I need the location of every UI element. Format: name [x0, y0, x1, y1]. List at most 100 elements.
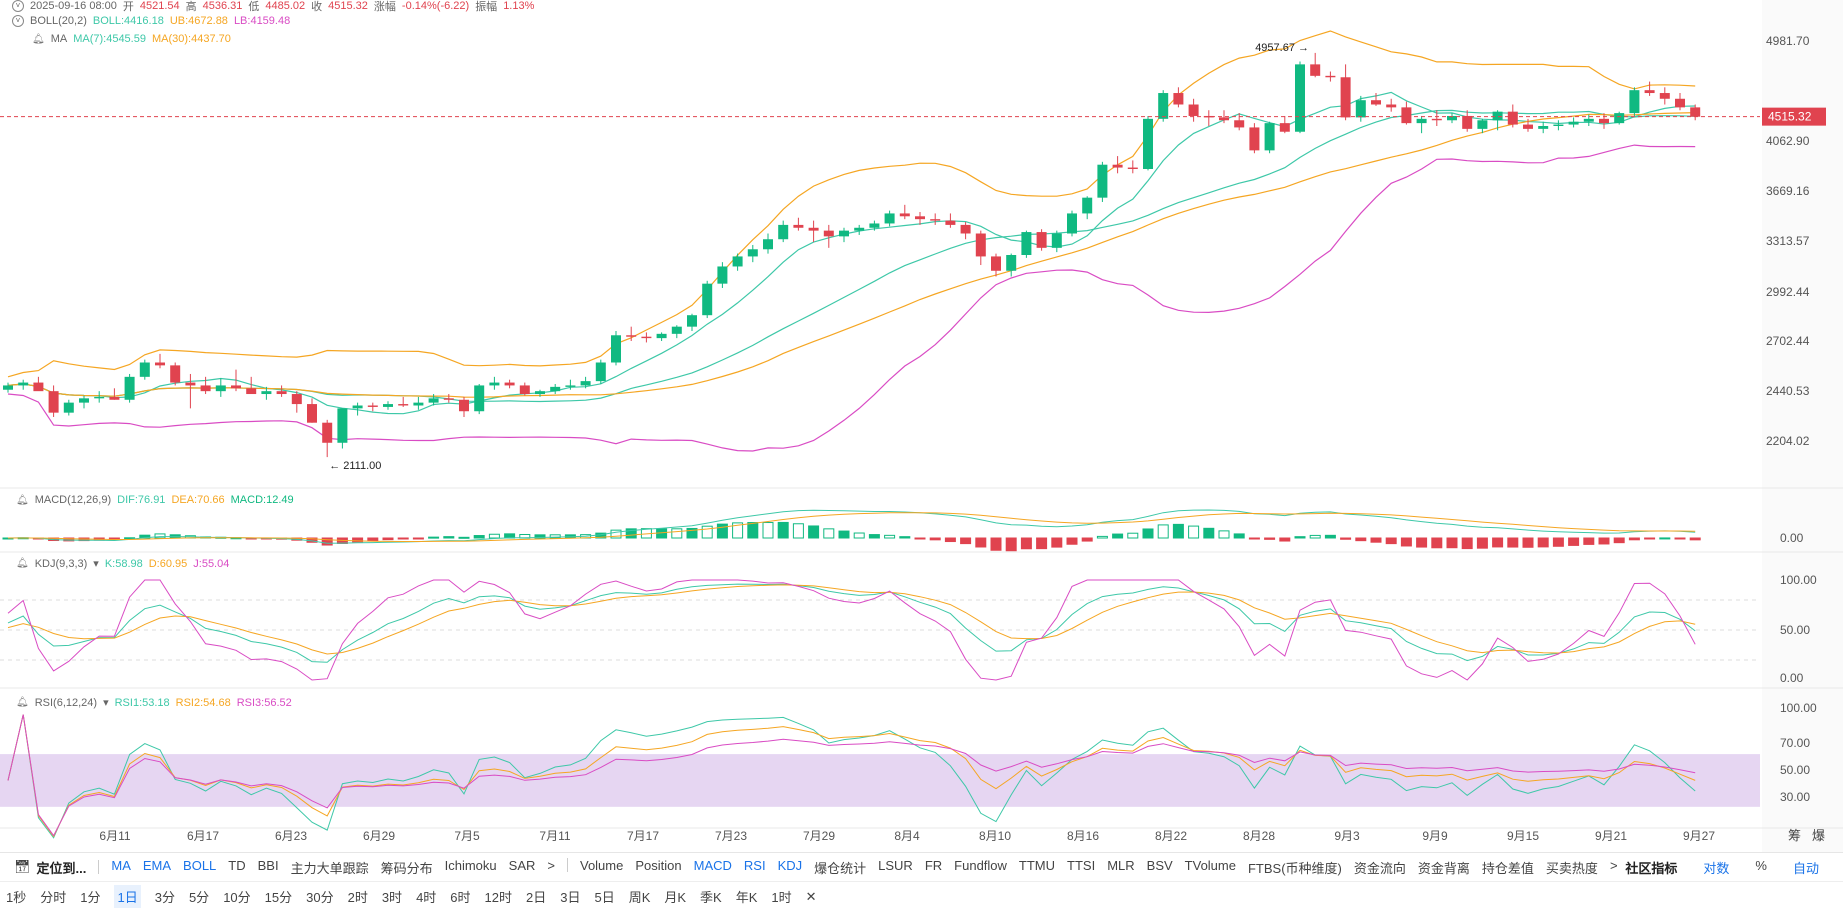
interval-14[interactable]: 2日 [526, 890, 547, 905]
candle-body [48, 391, 59, 413]
log-scale-button[interactable]: 对数 [1703, 860, 1730, 876]
macd-bar [1400, 537, 1412, 547]
indicator-13[interactable]: RSI [743, 857, 766, 873]
indicator-4[interactable]: BBI [257, 857, 279, 873]
bell-icon[interactable]: 🔔︎ [16, 697, 29, 708]
indicator-24[interactable]: FTBS(币种维度) [1247, 860, 1342, 876]
indicator-23[interactable]: TVolume [1184, 857, 1236, 873]
indicator-29[interactable]: > [1609, 857, 1618, 873]
collapse-icon[interactable]: ˅ [12, 0, 24, 12]
macd-bar [747, 522, 759, 539]
interval-8[interactable]: 30分 [306, 890, 334, 905]
bell-icon[interactable]: 🔔︎ [16, 494, 29, 506]
macd-bar [1294, 536, 1306, 539]
macd-bar [458, 536, 470, 539]
candle-body [671, 326, 682, 334]
indicator-20[interactable]: TTSI [1067, 857, 1096, 873]
candle-body [261, 391, 272, 395]
indicator-22[interactable]: BSV [1146, 857, 1173, 873]
interval-toolbar: 1秒 分时 1分 1日 3分 5分 10分 15分 30分 2时 3时 4时 6时 12时 2日 3日 5日 周K… [0, 882, 1843, 911]
x-axis-tick: 9月15 [1507, 829, 1539, 843]
interval-9[interactable]: 2时 [347, 890, 368, 905]
indicator-25[interactable]: 资金流向 [1353, 860, 1406, 876]
interval-18[interactable]: 月K [664, 890, 687, 905]
bell-icon[interactable]: 🔔︎ [32, 33, 45, 45]
interval-12[interactable]: 6时 [450, 890, 471, 905]
rsi-band [0, 754, 1760, 807]
interval-21[interactable]: 1时 [771, 890, 792, 905]
macd-bar [944, 537, 956, 543]
kdj-j-line [7, 579, 1696, 681]
locate-button[interactable]: 定位到... [36, 860, 87, 876]
indicator-2[interactable]: BOLL [183, 857, 217, 873]
bell-icon[interactable]: 🔔︎ [16, 558, 29, 569]
interval-20[interactable]: 年K [735, 890, 758, 905]
indicator-9[interactable]: > [547, 857, 555, 873]
candle-body [1264, 123, 1275, 151]
macd-bar [1188, 525, 1200, 539]
candle-body [1416, 118, 1427, 124]
macd-bar [1476, 537, 1488, 549]
indicator-26[interactable]: 资金背离 [1417, 860, 1470, 876]
candle-body [33, 382, 44, 392]
dropdown-icon[interactable]: ▾ [93, 558, 99, 570]
indicator-16[interactable]: LSUR [878, 857, 913, 873]
indicator-0[interactable]: MA [111, 857, 131, 873]
interval-6[interactable]: 10分 [223, 890, 251, 905]
interval-16[interactable]: 5日 [594, 890, 615, 905]
interval-17[interactable]: 周K [628, 890, 651, 905]
x-axis-tick: 8月16 [1067, 829, 1099, 843]
current-price-tag [1762, 107, 1826, 126]
indicator-12[interactable]: MACD [693, 857, 732, 873]
indicator-5[interactable]: 主力大单跟踪 [290, 860, 369, 876]
interval-1[interactable]: 分时 [40, 890, 67, 905]
macd-bar [1081, 537, 1093, 542]
indicator-18[interactable]: Fundflow [954, 857, 1007, 873]
interval-15[interactable]: 3日 [560, 890, 581, 905]
interval-19[interactable]: 季K [700, 890, 722, 905]
x-axis-tick: 9月9 [1422, 829, 1448, 843]
community-indicators-button[interactable]: 社区指标 [1625, 860, 1678, 876]
indicator-15[interactable]: 爆仓统计 [814, 860, 867, 876]
indicator-11[interactable]: Position [635, 857, 682, 873]
indicator-19[interactable]: TTMU [1018, 857, 1056, 873]
collapse-icon[interactable]: ˅ [12, 15, 24, 27]
candle-body [580, 381, 591, 386]
indicator-17[interactable]: FR [924, 857, 943, 873]
x-axis-tick: 6月23 [275, 829, 307, 843]
candle-body [489, 382, 500, 386]
rsi-axis-tick: 100.00 [1780, 701, 1817, 715]
indicator-21[interactable]: MLR [1107, 857, 1135, 873]
indicator-7[interactable]: Ichimoku [444, 857, 497, 873]
indicator-6[interactable]: 筹码分布 [380, 860, 433, 876]
indicator-3[interactable]: TD [228, 857, 246, 873]
macd-bar [124, 537, 136, 540]
auto-scale-button[interactable]: 自动 [1792, 860, 1819, 876]
interval-7[interactable]: 15分 [264, 890, 293, 905]
interval-5[interactable]: 5分 [188, 890, 210, 905]
interval-13[interactable]: 12时 [484, 890, 512, 905]
interval-3[interactable]: 1日 [114, 885, 141, 908]
indicator-28[interactable]: 买卖热度 [1545, 860, 1598, 876]
interval-10[interactable]: 3时 [381, 890, 403, 905]
indicator-14[interactable]: KDJ [777, 857, 803, 873]
calendar-icon[interactable]: 📅︎ [14, 859, 31, 874]
indicator-1[interactable]: EMA [142, 857, 172, 873]
interval-11[interactable]: 4时 [416, 890, 437, 905]
indicator-27[interactable]: 持仓差值 [1481, 860, 1534, 876]
interval-4[interactable]: 3分 [154, 890, 175, 905]
candle-body [398, 404, 409, 406]
indicator-10[interactable]: Volume [579, 857, 624, 873]
macd-bar [1051, 537, 1063, 548]
candlestick-chart[interactable]: 4981.70 4062.90 3669.16 3313.57 2992.44 2702.… [0, 0, 1843, 852]
header-low: 4485.02 [265, 0, 306, 12]
dropdown-icon[interactable]: ▾ [103, 697, 109, 709]
interval-0[interactable]: 1秒 [6, 890, 27, 905]
candle-body [1477, 120, 1488, 129]
interval-2[interactable]: 1分 [80, 890, 101, 905]
close-icon[interactable]: ✕ [805, 888, 817, 904]
percent-button[interactable]: % [1755, 857, 1767, 873]
candle-body [1325, 75, 1336, 78]
macd-bar [154, 533, 166, 539]
indicator-8[interactable]: SAR [508, 857, 536, 873]
